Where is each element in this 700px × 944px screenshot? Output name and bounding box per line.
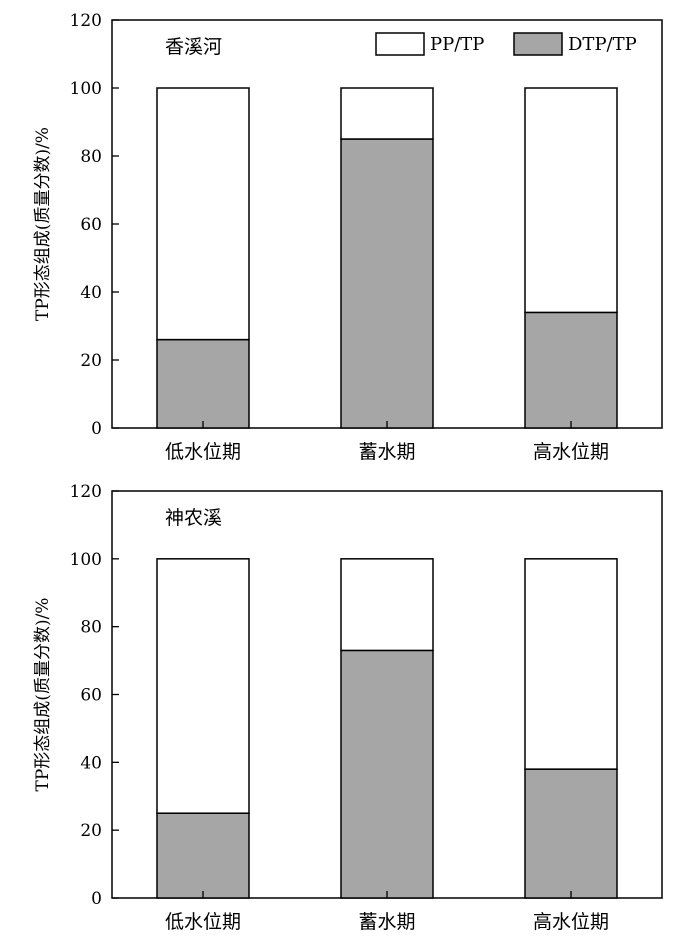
bar-dtp-2 bbox=[340, 138, 434, 429]
x-category-label: 低水位期 bbox=[165, 911, 241, 933]
bar-pp-1 bbox=[156, 87, 250, 341]
y-tick-label: 20 bbox=[80, 821, 102, 841]
chart-panel-1: 0 20 40 60 80 100 120 TP形态组成(质量分数)/% 低水位期 蓄水期 高水位期… bbox=[33, 11, 663, 463]
x-category-label: 蓄水期 bbox=[358, 911, 415, 933]
panel-title: 香溪河 bbox=[165, 36, 222, 58]
bar-pp-3 bbox=[524, 87, 618, 314]
y-axis-label: TP形态组成(质量分数)/% bbox=[33, 127, 53, 321]
chart-panel-2: 0 20 40 60 80 100 120 TP形态组成(质量分数)/% 低水位期 蓄水期 高水位期… bbox=[33, 482, 663, 933]
y-tick-label: 60 bbox=[80, 215, 102, 235]
bar-dtp-3 bbox=[524, 311, 618, 429]
legend-label-dtp: DTP/TP bbox=[568, 34, 637, 55]
bar-dtp-1 bbox=[156, 338, 250, 429]
panel-title: 神农溪 bbox=[165, 507, 222, 529]
y-tick-label: 100 bbox=[70, 79, 102, 99]
y-tick-label: 80 bbox=[80, 618, 102, 638]
x-category-label: 低水位期 bbox=[165, 441, 241, 463]
legend: PP/TP DTP/TP bbox=[375, 32, 637, 56]
legend-swatch-pp bbox=[375, 32, 425, 56]
x-category-label: 高水位期 bbox=[533, 441, 609, 463]
bar-dtp-3 bbox=[524, 768, 618, 899]
y-tick-label: 120 bbox=[70, 482, 102, 502]
y-tick-label: 80 bbox=[80, 147, 102, 167]
x-category-label: 高水位期 bbox=[533, 911, 609, 933]
bar-pp-2 bbox=[340, 87, 434, 140]
legend-swatch-dtp bbox=[513, 32, 563, 56]
y-tick-label: 20 bbox=[80, 351, 102, 371]
bar-pp-3 bbox=[524, 558, 618, 770]
y-tick-label: 60 bbox=[80, 686, 102, 706]
y-tick-label: 40 bbox=[80, 753, 102, 773]
y-tick-label: 100 bbox=[70, 550, 102, 570]
bar-pp-1 bbox=[156, 558, 250, 814]
y-tick-label: 0 bbox=[91, 889, 102, 909]
x-category-label: 蓄水期 bbox=[358, 441, 415, 463]
bar-dtp-1 bbox=[156, 812, 250, 899]
bar-dtp-2 bbox=[340, 649, 434, 899]
y-tick-label: 40 bbox=[80, 283, 102, 303]
y-tick-label: 120 bbox=[70, 11, 102, 31]
y-tick-label: 0 bbox=[91, 419, 102, 439]
bar-pp-2 bbox=[340, 558, 434, 652]
legend-label-pp: PP/TP bbox=[430, 34, 484, 55]
y-axis-label: TP形态组成(质量分数)/% bbox=[33, 598, 53, 792]
